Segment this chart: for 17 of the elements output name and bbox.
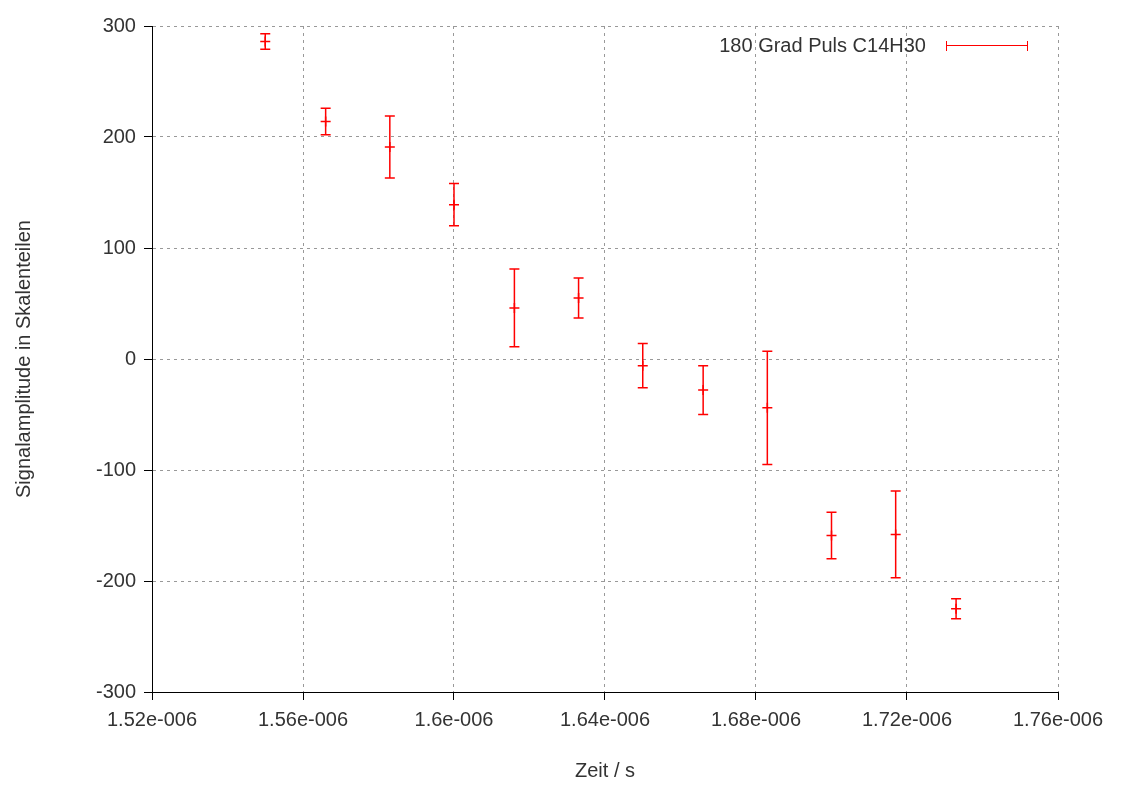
legend-label: 180 Grad Puls C14H30 xyxy=(719,34,926,57)
y-tick-label: 100 xyxy=(102,235,136,258)
y-axis-title: Signalamplitude in Skalenteilen xyxy=(11,220,34,498)
y-tick-label: -100 xyxy=(95,457,136,480)
x-tick-label: 1.6e-006 xyxy=(414,707,494,730)
x-tick-label: 1.52e-006 xyxy=(106,707,198,730)
y-tick-label: 200 xyxy=(102,124,136,147)
y-tick-label: -300 xyxy=(95,679,136,702)
x-tick-label: 1.76e-006 xyxy=(1012,707,1104,730)
y-tick-label: -200 xyxy=(95,568,136,591)
y-tick-label: 300 xyxy=(102,13,136,36)
x-tick-label: 1.68e-006 xyxy=(710,707,802,730)
x-tick-label: 1.64e-006 xyxy=(559,707,651,730)
x-tick-label: 1.56e-006 xyxy=(257,707,349,730)
y-tick-label: 0 xyxy=(124,346,136,369)
x-tick-label: 1.72e-006 xyxy=(861,707,953,730)
x-axis-title: Zeit / s xyxy=(574,758,636,781)
